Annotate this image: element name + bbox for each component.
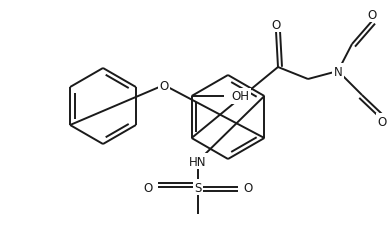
Text: O: O [367, 8, 377, 21]
Text: O: O [271, 18, 281, 31]
Text: OH: OH [232, 90, 250, 103]
Text: O: O [160, 79, 169, 92]
Text: O: O [243, 181, 252, 194]
Text: HN: HN [189, 155, 207, 168]
Text: N: N [334, 65, 342, 78]
Text: S: S [194, 181, 202, 194]
Text: O: O [143, 181, 152, 194]
Text: O: O [377, 115, 387, 128]
